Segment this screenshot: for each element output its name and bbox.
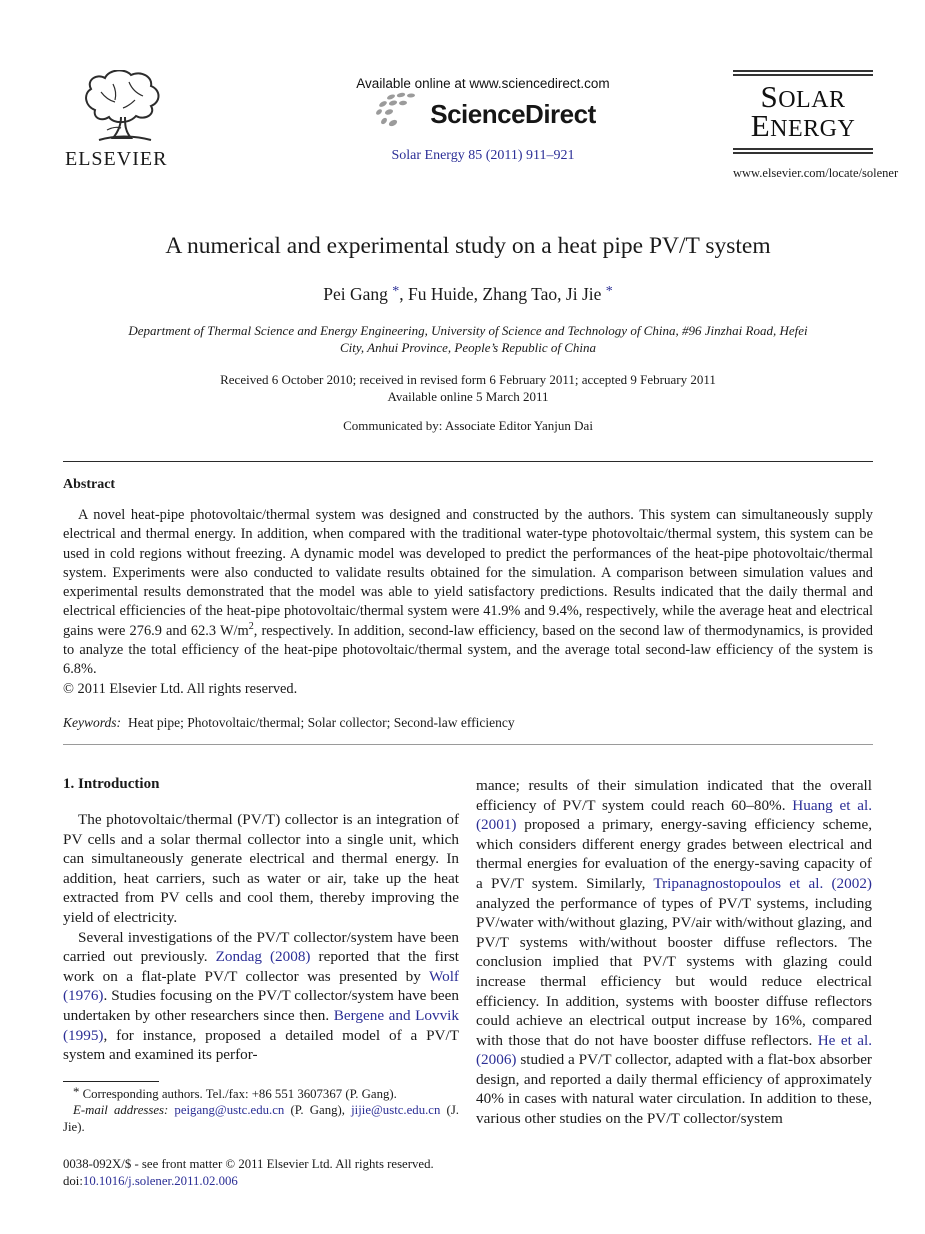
citation-link[interactable]: Bergene and Lovvik (1995): [63, 1006, 459, 1044]
affiliation: Department of Thermal Science and Energy…: [128, 323, 808, 355]
text-segment: , Fu Huide, Zhang Tao, Ji Jie: [399, 284, 606, 304]
journal-name-word2: Energy: [750, 108, 856, 143]
citation-link[interactable]: Wolf (1976): [63, 967, 459, 1005]
journal-citation-link[interactable]: Solar Energy 85 (2011) 911–921: [391, 148, 575, 163]
left-column: 1. Introduction The photovoltaic/thermal…: [63, 776, 459, 1190]
email-link[interactable]: peigang@ustc.edu.cn: [174, 1103, 285, 1118]
header-center: Available online at www.sciencedirect.co…: [233, 70, 733, 164]
sciencedirect-logo[interactable]: ScienceDirect: [370, 92, 596, 133]
intro-paragraph-1: The photovoltaic/thermal (PV/T) collecto…: [63, 810, 459, 926]
email-link[interactable]: jijie@ustc.edu.cn: [351, 1103, 441, 1118]
body-columns: 1. Introduction The photovoltaic/thermal…: [63, 776, 873, 1190]
footnote-emails: E-mail addresses: peigang@ustc.edu.cn (P…: [63, 1102, 459, 1136]
keywords-label: Keywords:: [63, 714, 121, 730]
available-online-date: Available online 5 March 2011: [387, 389, 549, 404]
citation-link[interactable]: He et al. (2006): [476, 1031, 872, 1069]
keywords-bottom-rule: [63, 743, 873, 745]
text-segment: proposed a primary, energy-saving effici…: [476, 816, 872, 892]
copyright-line: © 2011 Elsevier Ltd. All rights reserved…: [63, 680, 298, 697]
text-segment: Corresponding authors. Tel./fax: +86 551…: [82, 1086, 397, 1101]
elsevier-tree-icon: [85, 70, 160, 141]
text-segment: studied a PV/T collector, adapted with a…: [476, 1051, 872, 1128]
issn-line: 0038-092X/$ - see front matter © 2011 El…: [63, 1157, 434, 1172]
citation-link[interactable]: Huang et al. (2001): [476, 796, 872, 834]
abstract-top-rule: [63, 461, 873, 462]
citation-link[interactable]: Tripanagnostopoulos et al. (2002): [653, 874, 872, 892]
right-column: mance; results of their simulation indic…: [476, 776, 872, 1190]
keywords-text: Heat pipe; Photovoltaic/thermal; Solar c…: [128, 714, 515, 730]
doi-link[interactable]: 10.1016/j.solener.2011.02.006: [82, 1174, 238, 1189]
authors-line: Pei Gang *, Fu Huide, Zhang Tao, Ji Jie …: [63, 284, 873, 305]
text-segment: E-mail addresses:: [73, 1103, 175, 1118]
intro-paragraph-continued: mance; results of their simulation indic…: [476, 776, 872, 1129]
citation-link[interactable]: Zondag (2008): [215, 948, 311, 966]
journal-name-word1: Solar: [760, 79, 846, 114]
text-segment: (P. Gang),: [284, 1103, 352, 1118]
introduction-heading: 1. Introduction: [63, 775, 160, 792]
text-segment: mance; results of their simulation indic…: [476, 776, 872, 814]
available-online-text: Available online at www.sciencedirect.co…: [356, 76, 610, 91]
author-asterisk-link[interactable]: *: [605, 284, 613, 299]
footnote-separator: [63, 1080, 159, 1082]
author-asterisk-link[interactable]: *: [392, 284, 400, 299]
text-segment: analyzed the performance of types of PV/…: [476, 894, 872, 1049]
keywords-line: Keywords: Heat pipe; Photovoltaic/thermal…: [63, 715, 873, 731]
front-matter-footer: 0038-092X/$ - see front matter © 2011 El…: [63, 1156, 459, 1190]
text-segment: reported that the first work on a flat-p…: [63, 948, 459, 985]
text-segment: Several investigations of the PV/T colle…: [63, 928, 459, 966]
text-segment: doi:: [63, 1174, 83, 1189]
sciencedirect-dots-icon: [376, 92, 416, 127]
header: ELSEVIER Available online at www.science…: [63, 70, 899, 181]
text-segment: . Studies focusing on the PV/T collector…: [63, 987, 459, 1024]
journal-url-link[interactable]: www.elsevier.com/locate/solener: [733, 166, 899, 180]
text-segment: Pei Gang: [323, 284, 393, 304]
abstract-text: A novel heat-pipe photovoltaic/thermal s…: [63, 506, 873, 680]
text-segment: (J. Jie).: [63, 1103, 459, 1135]
journal-masthead: Solar Energy www.elsevier.com/locate/sol…: [733, 70, 899, 181]
footnote-corresponding: * Corresponding authors. Tel./fax: +86 5…: [63, 1084, 459, 1103]
text-segment: 2: [248, 620, 254, 632]
solar-energy-logo: Solar Energy: [733, 70, 873, 154]
text-segment: A novel heat-pipe photovoltaic/thermal s…: [63, 507, 873, 639]
sciencedirect-wordmark: ScienceDirect: [430, 98, 596, 129]
doi-line: doi:10.1016/j.solener.2011.02.006: [63, 1173, 459, 1190]
abstract-heading: Abstract: [63, 477, 116, 492]
elsevier-wordmark: ELSEVIER: [65, 148, 168, 170]
elsevier-logo-block: ELSEVIER: [63, 70, 233, 171]
article-title: A numerical and experimental study on a …: [165, 233, 771, 259]
text-segment: *: [73, 1084, 83, 1099]
communicated-by: Communicated by: Associate Editor Yanjun…: [343, 418, 593, 433]
text-segment: , respectively. In addition, second-law …: [63, 622, 873, 678]
received-line: Received 6 October 2010; received in rev…: [220, 372, 716, 387]
text-segment: , for instance, proposed a detailed mode…: [63, 1026, 459, 1064]
footnote: * Corresponding authors. Tel./fax: +86 5…: [63, 1084, 459, 1136]
intro-paragraph-2: Several investigations of the PV/T colle…: [63, 928, 459, 1065]
received-dates: Received 6 October 2010; received in rev…: [63, 371, 873, 405]
